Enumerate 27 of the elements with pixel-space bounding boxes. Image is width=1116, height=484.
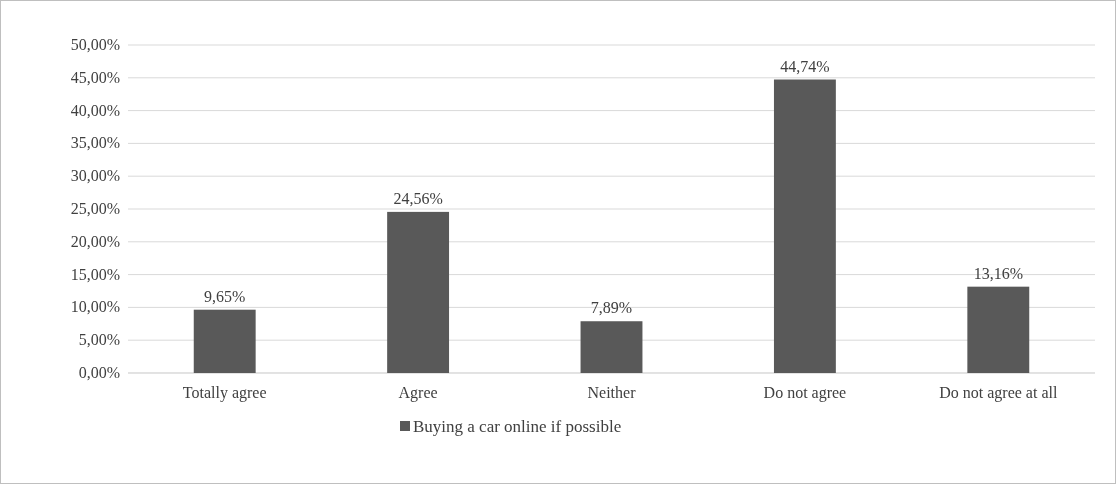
y-tick-label: 15,00%: [70, 265, 120, 283]
y-tick-label: 25,00%: [70, 200, 120, 217]
x-tick-label: Do not agree: [763, 384, 847, 402]
y-tick-label: 0,00%: [78, 364, 120, 381]
y-tick-label: 5,00%: [78, 331, 120, 349]
x-tick-label: Do not agree at all: [939, 384, 1058, 402]
bar: [580, 321, 643, 373]
x-tick-label: Neither: [587, 384, 637, 401]
bar: [193, 309, 256, 373]
x-tick-label: Totally agree: [182, 384, 267, 402]
bar: [773, 79, 836, 373]
y-tick-label: 50,00%: [70, 36, 120, 53]
bar: [387, 211, 450, 373]
legend-label: Buying a car online if possible: [413, 417, 622, 436]
y-tick-label: 10,00%: [70, 298, 120, 316]
data-label: 7,89%: [590, 299, 633, 317]
data-label: 44,74%: [780, 57, 830, 75]
data-label: 13,16%: [973, 264, 1023, 282]
data-label: 24,56%: [393, 189, 443, 207]
y-tick-label: 45,00%: [70, 68, 120, 86]
y-tick-label: 40,00%: [70, 101, 120, 119]
y-tick-label: 20,00%: [70, 232, 120, 250]
data-label: 9,65%: [204, 287, 246, 305]
x-tick-label: Agree: [398, 384, 438, 402]
y-tick-label: 30,00%: [70, 167, 120, 185]
bar: [967, 286, 1030, 373]
y-tick-label: 35,00%: [70, 134, 120, 152]
